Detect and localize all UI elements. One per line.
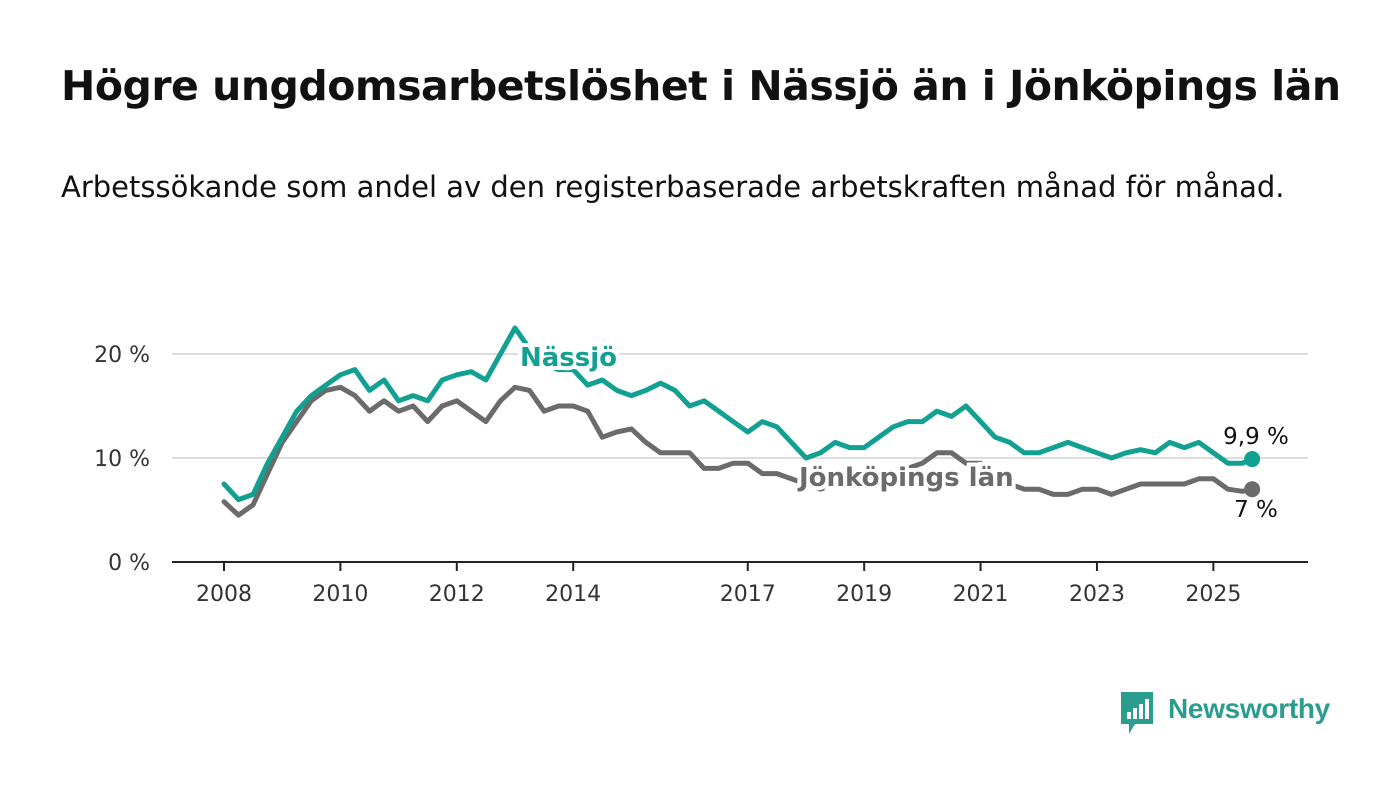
chart-subtitle: Arbetssökande som andel av den registerb… [61, 170, 1285, 204]
series-end-marker [1244, 481, 1261, 498]
x-tick-label: 2014 [545, 582, 601, 607]
x-tick-label: 2023 [1069, 582, 1125, 607]
series-label-nassjo: Nässjö [520, 343, 617, 373]
y-tick-label: 0 % [108, 551, 150, 576]
series-labels: Nässjö Jönköpings län 9,9 % 7 % [516, 339, 1292, 526]
x-tick-label: 2012 [429, 582, 485, 607]
x-tick-label: 2008 [196, 582, 252, 607]
series-line-1 [221, 384, 1255, 518]
x-tick-label: 2017 [720, 582, 776, 607]
newsworthy-logo: Newsworthy [1119, 690, 1349, 736]
gridlines [172, 353, 1308, 459]
series-end-marker [1244, 451, 1261, 468]
newsworthy-logo-icon [1121, 692, 1153, 734]
logo-text: Newsworthy [1168, 693, 1330, 724]
line-chart: 0 % 10 % 20 % 2008 2010 2012 2014 2017 2019 2021… [94, 325, 1308, 607]
series-line-0 [221, 325, 1255, 503]
y-axis: 0 % 10 % 20 % [94, 343, 150, 576]
x-axis: 2008 2010 2012 2014 2017 2019 2021 2023 2025 [172, 561, 1308, 607]
end-value-label-nassjo: 9,9 % [1223, 424, 1289, 450]
x-tick-label: 2021 [953, 582, 1009, 607]
series-label-jonkoping: Jönköpings län [797, 463, 1014, 493]
y-tick-label: 20 % [94, 343, 150, 368]
x-tick-label: 2010 [312, 582, 368, 607]
end-value-label-jonkoping: 7 % [1234, 497, 1278, 523]
x-tick-label: 2025 [1185, 582, 1241, 607]
series-lines [221, 325, 1261, 518]
chart-title: Högre ungdomsarbetslöshet i Nässjö än i … [61, 62, 1341, 110]
x-tick-label: 2019 [836, 582, 892, 607]
y-tick-label: 10 % [94, 447, 150, 472]
